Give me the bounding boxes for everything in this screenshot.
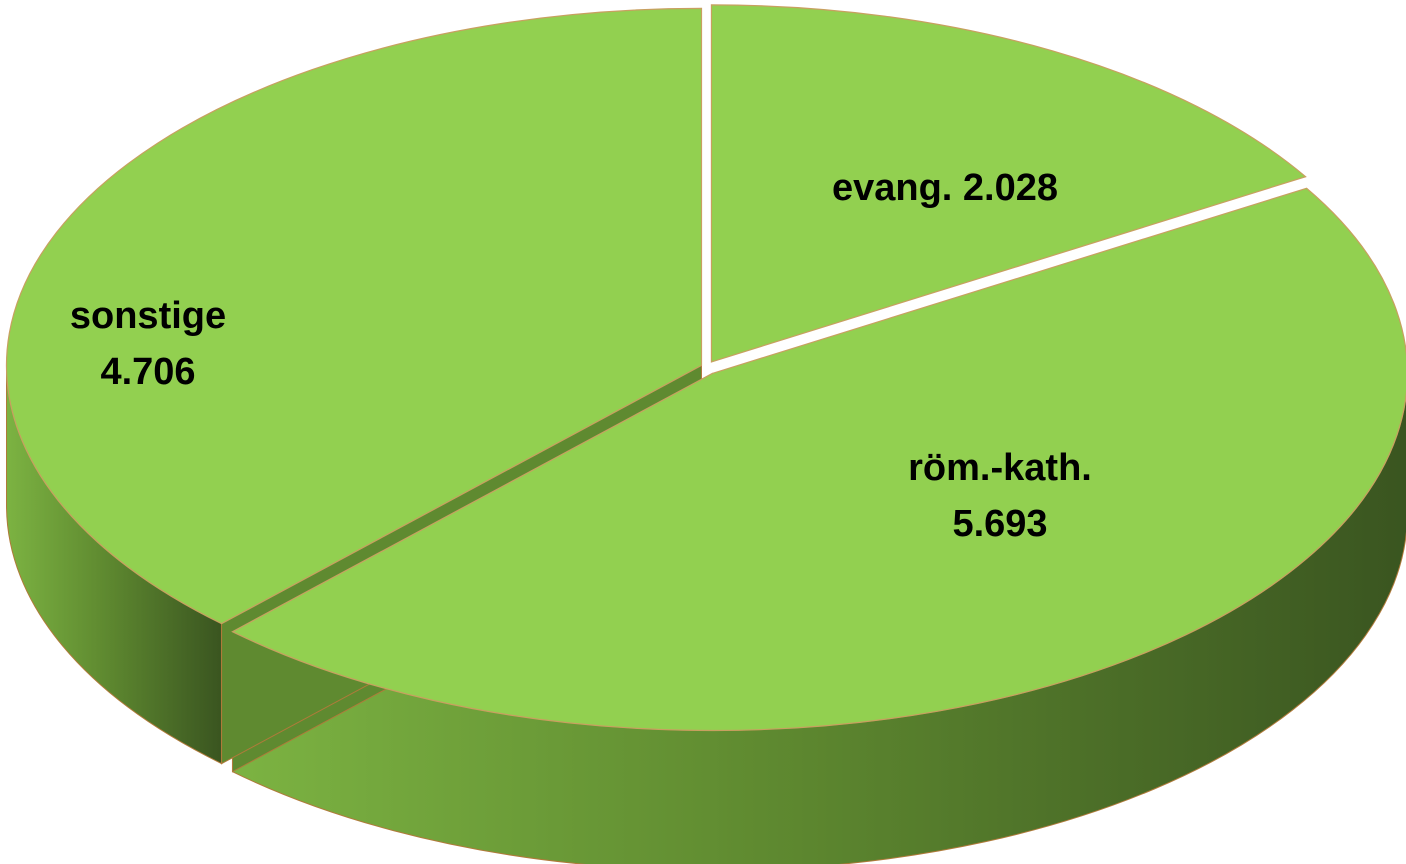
slice-value-label: 4.706 [100, 351, 195, 393]
pie-slice [5, 7, 703, 625]
pie-slice [231, 187, 1406, 732]
slice-category: evang. [832, 167, 952, 209]
slice-label: röm.-kath. [908, 447, 1092, 489]
slice-label: evang. 2.028 [832, 167, 1058, 209]
slice-value-label: 5.693 [952, 503, 1047, 545]
pie-slice [710, 4, 1307, 363]
slice-value-label: 2.028 [963, 167, 1058, 209]
slice-label: sonstige [70, 295, 226, 337]
